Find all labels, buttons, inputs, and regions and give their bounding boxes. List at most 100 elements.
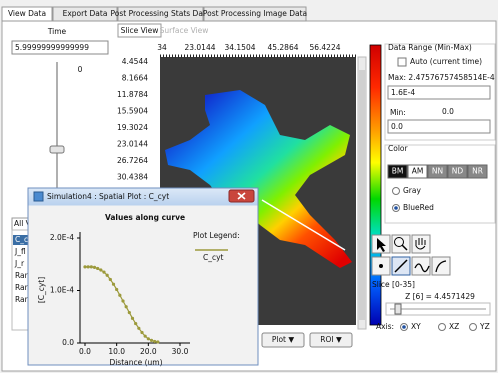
min-label: Min: — [390, 108, 406, 117]
x-axis-label: Distance (um) — [109, 358, 162, 367]
data-point — [111, 282, 116, 286]
radio-dot — [394, 206, 398, 210]
data-point — [127, 310, 131, 315]
variable-item[interactable]: J_fl — [14, 247, 26, 256]
plot-title: Values along curve — [105, 213, 185, 222]
slider-thumb[interactable] — [49, 145, 65, 154]
image-y-label: 11.8784 — [117, 90, 148, 99]
data-point — [140, 330, 144, 335]
icon — [394, 259, 408, 273]
data-point — [108, 277, 112, 282]
variable-item[interactable]: J_r — [14, 259, 25, 268]
tool-freehand[interactable] — [431, 256, 451, 276]
popup-title: Simulation4 : Spatial Plot : C_cyt — [47, 192, 169, 201]
axis-option: XZ — [449, 322, 459, 331]
popup-titlebar — [28, 188, 258, 206]
data-point — [146, 337, 150, 341]
data-point — [149, 338, 154, 342]
color-button-label: ND — [452, 167, 464, 176]
icon — [394, 237, 404, 247]
slice-title: Slice [0-35] — [372, 280, 415, 289]
icon — [414, 263, 430, 273]
button-label: Plot ▼ — [272, 335, 295, 344]
slider-thumb[interactable] — [394, 303, 402, 315]
radio[interactable] — [469, 323, 477, 331]
data-point — [96, 266, 100, 271]
data-point — [83, 265, 87, 269]
y-tick-label: 1.0E-4 — [50, 286, 74, 295]
icon — [377, 238, 386, 252]
data-point — [130, 316, 135, 320]
image-x-label: 56.4224 — [309, 43, 340, 52]
tab[interactable] — [203, 6, 307, 22]
image-y-label: 15.5904 — [117, 107, 148, 116]
tab-label: Post Processing Stats Data — [111, 9, 211, 18]
auto-label: Auto (current time) — [410, 57, 482, 66]
x-tick-label: 0.0 — [79, 347, 91, 356]
color-button[interactable] — [447, 164, 468, 179]
min-text: 0.0 — [442, 107, 454, 116]
tool-pan[interactable] — [411, 234, 431, 254]
y-tick-label: 0.0 — [62, 338, 74, 347]
radio[interactable] — [392, 187, 400, 195]
image-y-label: 4.4544 — [122, 57, 148, 66]
variable-item[interactable]: Ran — [15, 283, 30, 292]
data-point — [105, 273, 109, 277]
variable-item[interactable]: Ran — [15, 271, 30, 280]
image-x-label: 45.2864 — [267, 43, 298, 52]
legend-entry: C_cyt — [203, 253, 224, 262]
button[interactable] — [261, 332, 305, 348]
max-text: Max: 2.47576757458514E-4 — [388, 73, 495, 82]
icon — [379, 264, 383, 268]
image-x-label: 34.1504 — [224, 43, 255, 52]
icon — [401, 244, 408, 251]
color-button-label: NN — [432, 167, 443, 176]
min-field[interactable] — [387, 119, 491, 134]
radio-dot — [402, 325, 406, 329]
x-tick-label: 10.0 — [108, 347, 125, 356]
slice-position: Z [6] = 4.4571429 — [405, 292, 475, 301]
image-y-label: 8.1664 — [122, 74, 148, 83]
color-box — [384, 144, 496, 224]
color-option: Gray — [403, 186, 421, 195]
image-y-label: 30.4384 — [117, 173, 148, 182]
data-point — [118, 293, 122, 297]
color-button[interactable] — [427, 164, 448, 179]
axis-label: Axis: — [376, 322, 394, 331]
variable-item[interactable]: Ran — [15, 295, 30, 304]
tab[interactable] — [52, 6, 118, 22]
tab[interactable] — [1, 6, 53, 22]
max-field[interactable] — [387, 85, 491, 100]
radio[interactable] — [438, 323, 446, 331]
popup-window — [27, 187, 259, 366]
variable-item[interactable]: C_c — [15, 235, 28, 244]
legend-title: Plot Legend: — [193, 231, 240, 240]
app-icon — [33, 191, 44, 202]
data-point — [92, 265, 97, 269]
color-title: Color — [388, 144, 408, 153]
data-point — [121, 299, 125, 303]
color-button[interactable] — [467, 164, 488, 179]
button-label: ROI ▼ — [320, 335, 342, 344]
min-value: 0.0 — [391, 122, 403, 131]
view-tab: Slice View — [121, 26, 159, 35]
time-slider-label: 0 — [78, 65, 83, 74]
scroll-thumb[interactable] — [359, 70, 365, 320]
icon — [435, 260, 447, 273]
variables-tab-label: All V — [14, 219, 32, 228]
button[interactable] — [309, 332, 353, 348]
x-tick-label: 20.0 — [140, 347, 157, 356]
tab-slice-view[interactable] — [117, 23, 162, 38]
color-option: BlueRed — [403, 203, 434, 212]
color-button[interactable] — [387, 164, 408, 179]
color-button[interactable] — [407, 164, 428, 179]
time-value: 5.99999999999999 — [15, 43, 89, 52]
auto-checkbox[interactable] — [397, 57, 407, 67]
data-point — [102, 270, 106, 274]
data-point — [124, 305, 128, 309]
tab[interactable] — [117, 6, 204, 22]
curve-line — [261, 199, 346, 251]
time-field[interactable] — [11, 40, 109, 55]
y-axis-label: [C_cyt] — [37, 277, 46, 303]
y-tick-label: 2.0E-4 — [50, 233, 74, 242]
